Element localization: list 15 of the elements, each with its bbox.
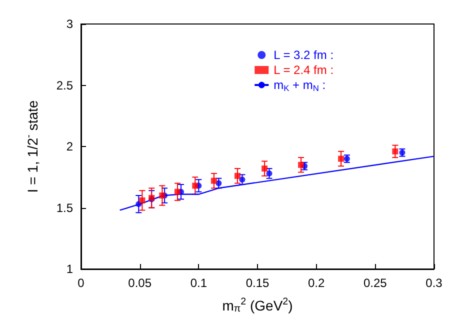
x-tick-label: 0.25 (363, 276, 388, 290)
y-tick-label: 3 (66, 17, 74, 31)
y-tick-label: 1 (66, 262, 74, 276)
y-axis-title: I = 1, 1/2- state (24, 100, 40, 193)
x-tick-label: 0.3 (426, 276, 443, 290)
legend-label: L = 2.4 fm : (274, 63, 334, 77)
y-tick-label: 2.5 (56, 78, 74, 92)
legend-label: L = 3.2 fm : (274, 48, 334, 62)
x-tick-label: 0.2 (308, 276, 325, 290)
y-tick-label: 2 (66, 140, 74, 154)
x-tick-label: 0.1 (190, 276, 208, 290)
x-tick-label: 0.15 (246, 276, 270, 290)
y-tick-label: 1.5 (56, 200, 74, 215)
x-tick-label: 0.05 (128, 276, 152, 290)
x-tick-label: 0 (78, 276, 85, 290)
